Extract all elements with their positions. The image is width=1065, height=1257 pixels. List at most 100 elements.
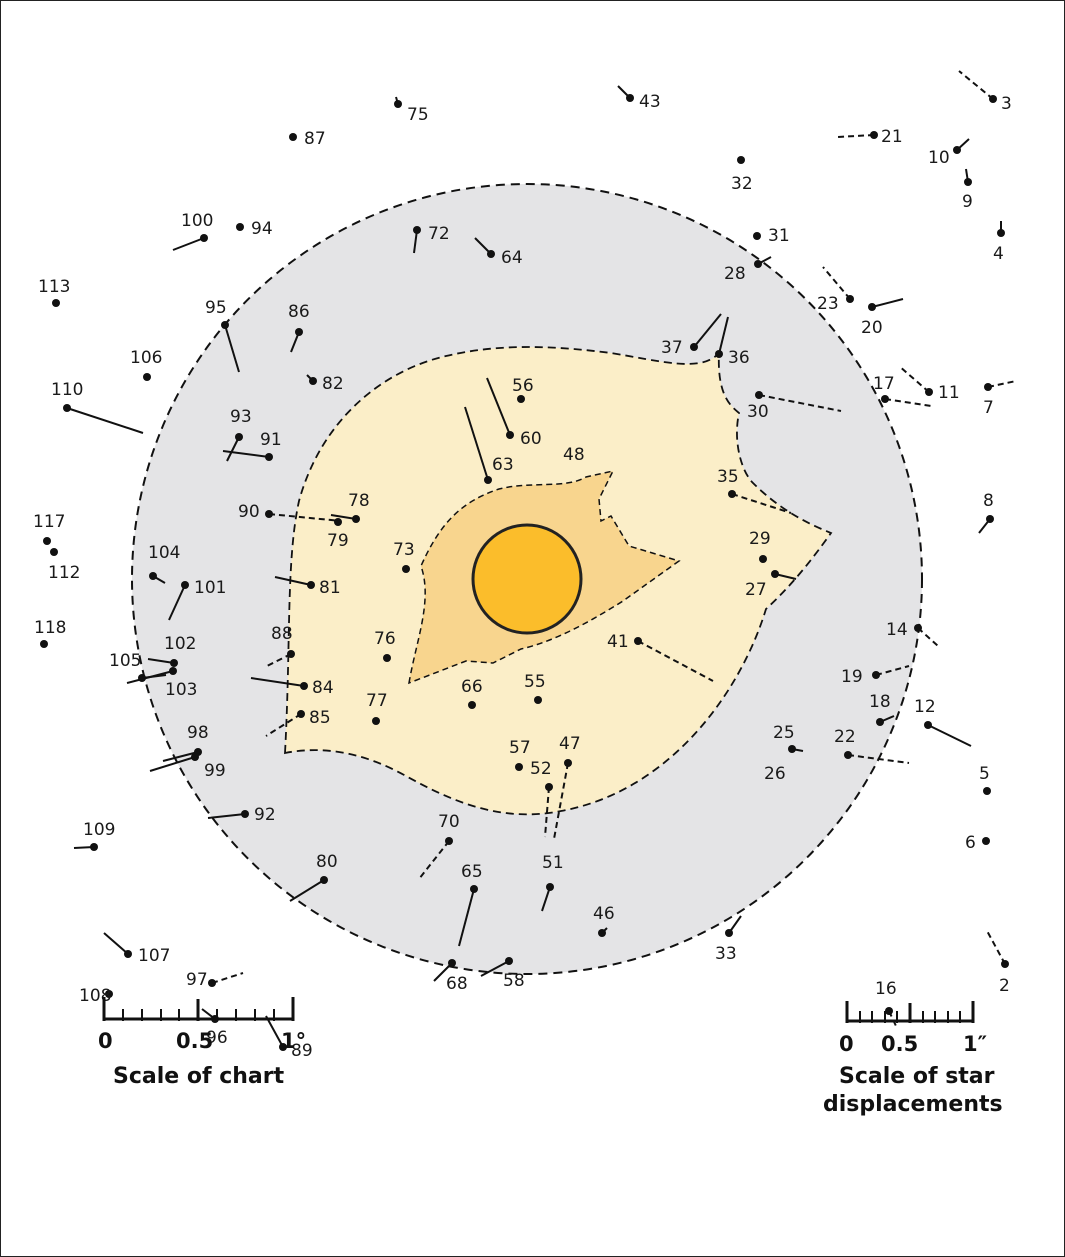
star-dot-70: [445, 837, 453, 845]
star-dot-43: [626, 94, 634, 102]
star-label-113: 113: [38, 277, 70, 297]
scale-disp-tick-half: 0.5: [881, 1032, 918, 1056]
displacement-line-85: [265, 713, 302, 737]
star-label-20: 20: [861, 318, 883, 338]
star-dot-46: [598, 929, 606, 937]
star-dot-47: [564, 759, 572, 767]
star-label-104: 104: [148, 543, 180, 563]
scale-chart: [102, 997, 295, 1021]
star-label-89: 89: [291, 1041, 313, 1061]
star-label-27: 27: [745, 580, 767, 600]
star-label-3: 3: [1001, 94, 1012, 114]
star-label-47: 47: [559, 734, 581, 754]
star-label-8: 8: [983, 491, 994, 511]
star-dot-33: [725, 929, 733, 937]
star-dot-77: [372, 717, 380, 725]
star-label-82: 82: [322, 374, 344, 394]
star-label-68: 68: [446, 974, 468, 994]
star-dot-66: [468, 701, 476, 709]
star-label-93: 93: [230, 407, 252, 427]
star-label-56: 56: [512, 376, 534, 396]
displacement-line-60: [486, 377, 511, 436]
star-labels: 2345678910111214161718192021222325262728…: [33, 92, 1012, 1061]
scale-chart-tick-half: 0.5: [176, 1029, 213, 1053]
displacement-line-35: [731, 493, 792, 514]
star-dot-8: [986, 515, 994, 523]
displacement-line-58: [480, 960, 510, 977]
star-dot-82: [309, 377, 317, 385]
star-label-48: 48: [563, 445, 585, 465]
star-label-52: 52: [530, 759, 552, 779]
star-dot-80: [320, 876, 328, 884]
star-dot-79: [334, 518, 342, 526]
star-dot-60: [506, 431, 514, 439]
star-dot-57: [515, 763, 523, 771]
star-label-55: 55: [524, 672, 546, 692]
displacement-line-81: [274, 576, 312, 586]
star-dot-73: [402, 565, 410, 573]
displacement-line-97: [211, 972, 244, 984]
scale-chart-title: Scale of chart: [113, 1064, 285, 1089]
displacement-line-41: [637, 640, 714, 682]
star-dot-112: [50, 548, 58, 556]
star-label-88: 88: [271, 624, 293, 644]
displacement-line-102: [147, 658, 175, 664]
star-label-43: 43: [639, 92, 661, 112]
displacement-line-36: [718, 316, 729, 355]
star-label-103: 103: [165, 680, 197, 700]
star-dot-27: [771, 570, 779, 578]
star-dot-88: [287, 650, 295, 658]
star-dot-93: [235, 433, 243, 441]
star-label-23: 23: [817, 294, 839, 314]
displacement-line-23: [822, 266, 851, 300]
star-label-80: 80: [316, 852, 338, 872]
star-dot-92: [241, 810, 249, 818]
star-dot-81: [307, 581, 315, 589]
star-label-35: 35: [717, 467, 739, 487]
displacement-line-101: [168, 584, 186, 621]
star-dot-76: [383, 654, 391, 662]
star-label-10: 10: [928, 148, 950, 168]
scale-displacement: [845, 1001, 975, 1023]
star-dot-117: [43, 537, 51, 545]
star-dot-41: [634, 637, 642, 645]
star-label-107: 107: [138, 946, 170, 966]
star-label-6: 6: [965, 833, 976, 853]
star-dot-5: [983, 787, 991, 795]
star-dot-99: [191, 753, 199, 761]
star-dot-87: [289, 133, 297, 141]
star-label-105: 105: [109, 651, 141, 671]
star-dot-103: [169, 667, 177, 675]
displacement-line-84: [250, 677, 305, 687]
star-dots: [40, 94, 1009, 1051]
star-dot-31: [753, 232, 761, 240]
star-label-5: 5: [979, 764, 990, 784]
star-dot-35: [728, 490, 736, 498]
star-label-18: 18: [869, 692, 891, 712]
displacement-line-100: [172, 237, 205, 251]
star-label-17: 17: [873, 374, 895, 394]
star-dot-28: [754, 260, 762, 268]
star-dot-20: [868, 303, 876, 311]
star-dot-6: [982, 837, 990, 845]
star-label-79: 79: [327, 531, 349, 551]
star-dot-17: [881, 395, 889, 403]
star-dot-19: [872, 671, 880, 679]
star-dot-58: [505, 957, 513, 965]
star-label-94: 94: [251, 219, 273, 239]
star-dot-9: [964, 178, 972, 186]
scale-disp-tick-0: 0: [839, 1032, 854, 1056]
star-dot-95: [221, 321, 229, 329]
star-dot-52: [545, 783, 553, 791]
star-dot-12: [924, 721, 932, 729]
star-dot-100: [200, 234, 208, 242]
star-dot-75: [394, 100, 402, 108]
star-label-95: 95: [205, 298, 227, 318]
star-dot-113: [52, 299, 60, 307]
star-label-31: 31: [768, 226, 790, 246]
star-dot-109: [90, 843, 98, 851]
star-label-2: 2: [999, 976, 1010, 996]
displacement-line-65: [458, 888, 475, 947]
displacement-line-98: [162, 751, 199, 762]
